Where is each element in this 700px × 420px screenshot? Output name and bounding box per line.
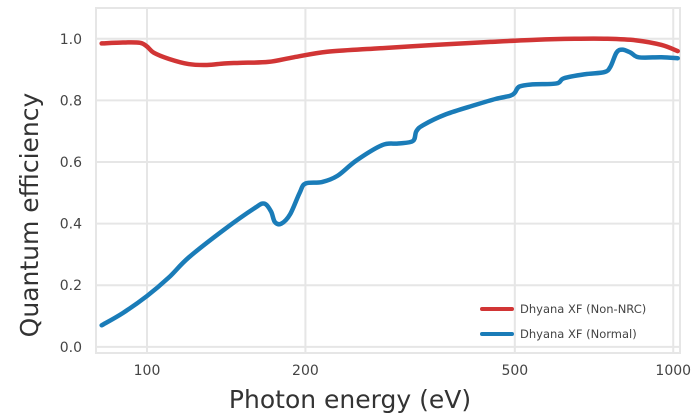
y-tick-labels: 0.0 0.2 0.4 0.6 0.8 1.0: [60, 32, 82, 356]
y-tick-label: 0.0: [60, 340, 82, 356]
series-layer: [99, 36, 681, 328]
x-tick-label: 500: [501, 363, 528, 379]
y-tick-label: 0.6: [60, 155, 82, 171]
y-tick-label: 0.4: [60, 217, 82, 233]
legend: Dhyana XF (Non-NRC) Dhyana XF (Normal): [480, 302, 646, 341]
series-line-normal: [99, 47, 681, 328]
x-tick-label: 100: [134, 363, 161, 379]
y-tick-label: 1.0: [60, 32, 82, 48]
x-tick-labels: 100 200 500 1000: [134, 363, 691, 379]
legend-label-non-nrc: Dhyana XF (Non-NRC): [520, 302, 646, 316]
legend-label-normal: Dhyana XF (Normal): [520, 327, 637, 341]
series-line-non-nrc: [99, 36, 681, 68]
y-tick-label: 0.2: [60, 278, 82, 294]
y-axis-title: Quantum efficiency: [15, 92, 44, 337]
y-tick-label: 0.8: [60, 93, 82, 109]
x-tick-label: 1000: [655, 363, 691, 379]
x-axis-title: Photon energy (eV): [229, 385, 471, 414]
x-tick-label: 200: [292, 363, 319, 379]
